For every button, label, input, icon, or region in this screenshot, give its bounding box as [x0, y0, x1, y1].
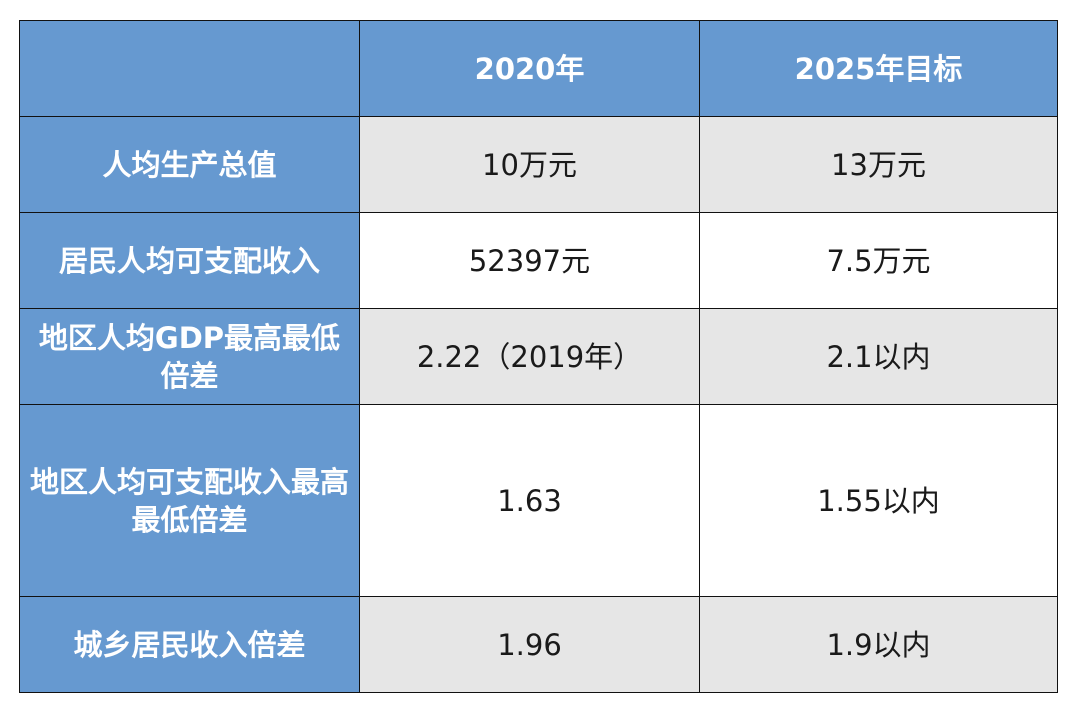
value-2020: 2.22（2019年） — [359, 308, 700, 405]
header-2020: 2020年 — [359, 20, 700, 117]
table-row: 人均生产总值 10万元 13万元 — [19, 116, 1058, 213]
row-label: 居民人均可支配收入 — [19, 212, 360, 309]
value-2020: 52397元 — [359, 212, 700, 309]
value-2020: 10万元 — [359, 116, 700, 213]
comparison-table: 2020年 2025年目标 人均生产总值 10万元 13万元 居民人均可支配收入… — [19, 20, 1058, 693]
table-row: 城乡居民收入倍差 1.96 1.9以内 — [19, 596, 1058, 693]
value-2025: 13万元 — [699, 116, 1058, 213]
header-row: 2020年 2025年目标 — [19, 20, 1058, 117]
value-2025: 1.9以内 — [699, 596, 1058, 693]
table-row: 居民人均可支配收入 52397元 7.5万元 — [19, 212, 1058, 309]
value-2020: 1.96 — [359, 596, 700, 693]
table-row: 地区人均GDP最高最低倍差 2.22（2019年） 2.1以内 — [19, 308, 1058, 405]
header-2025-target: 2025年目标 — [699, 20, 1058, 117]
row-label: 地区人均可支配收入最高最低倍差 — [19, 404, 360, 597]
value-2025: 2.1以内 — [699, 308, 1058, 405]
value-2025: 1.55以内 — [699, 404, 1058, 597]
row-label: 地区人均GDP最高最低倍差 — [19, 308, 360, 405]
value-2020: 1.63 — [359, 404, 700, 597]
value-2025: 7.5万元 — [699, 212, 1058, 309]
table-row: 地区人均可支配收入最高最低倍差 1.63 1.55以内 — [19, 404, 1058, 597]
row-label: 城乡居民收入倍差 — [19, 596, 360, 693]
header-corner-cell — [19, 20, 360, 117]
row-label: 人均生产总值 — [19, 116, 360, 213]
